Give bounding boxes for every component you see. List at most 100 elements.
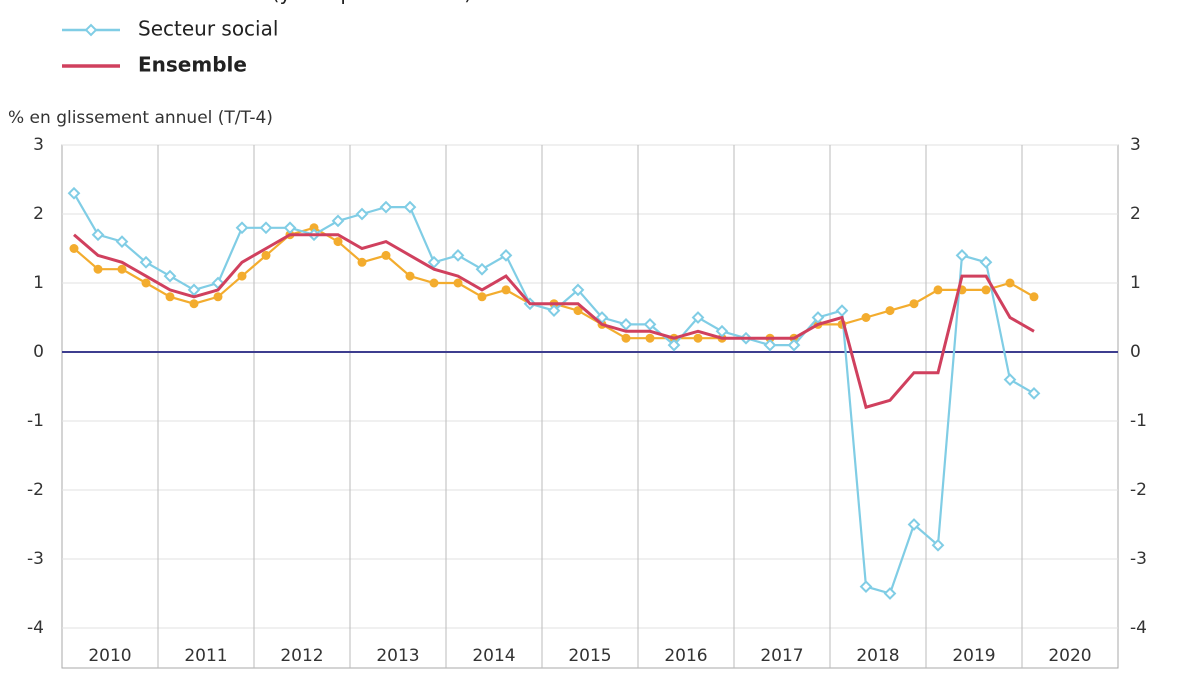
point — [981, 285, 991, 295]
x-tick-label: 2012 — [280, 646, 323, 666]
point — [955, 249, 969, 262]
point — [907, 518, 921, 531]
point — [859, 580, 873, 593]
x-tick-label: 2020 — [1048, 646, 1091, 666]
y-tick-label: -4 — [27, 618, 44, 638]
point — [499, 249, 513, 262]
point — [381, 250, 391, 260]
point — [333, 237, 343, 247]
point — [667, 338, 681, 352]
point — [883, 587, 897, 600]
point — [427, 255, 441, 269]
y-tick-label: -3 — [27, 549, 44, 569]
point — [595, 311, 609, 324]
point — [69, 244, 79, 253]
point — [979, 255, 993, 269]
x-tick-label: 2013 — [376, 646, 419, 666]
point — [621, 333, 631, 343]
y-tick-label-right: -3 — [1130, 549, 1147, 569]
point — [309, 223, 319, 233]
point — [1029, 292, 1039, 302]
y-tick-label-right: -4 — [1130, 618, 1147, 638]
y-tick-label: -2 — [27, 480, 44, 500]
x-tick-label: 2015 — [568, 646, 611, 666]
point — [787, 338, 801, 352]
point — [403, 200, 417, 214]
point — [1027, 387, 1041, 400]
legend-label: Secteur social — [138, 17, 278, 41]
y-tick-label-right: 1 — [1130, 273, 1141, 293]
point — [67, 186, 81, 200]
y-tick-label-right: 3 — [1130, 135, 1141, 155]
series-line — [73, 192, 1035, 595]
point — [475, 262, 489, 276]
x-tick-label: 2016 — [664, 646, 707, 666]
point — [909, 299, 919, 309]
x-tick-label: 2017 — [760, 646, 803, 666]
point — [763, 338, 777, 352]
point — [283, 221, 297, 235]
point — [357, 257, 367, 267]
y-tick-label-right: -2 — [1130, 480, 1147, 500]
y-tick-label: 0 — [33, 342, 44, 362]
point — [237, 271, 247, 281]
point — [429, 278, 439, 288]
point — [379, 200, 393, 214]
point — [163, 269, 177, 283]
point — [259, 221, 273, 235]
point — [355, 207, 369, 221]
point — [931, 538, 945, 552]
point — [141, 278, 151, 288]
point — [213, 292, 223, 302]
point — [835, 304, 849, 317]
y-tick-label: 3 — [33, 135, 44, 155]
legend-label: Secteur libre (y compris loi 1948) — [138, 0, 472, 5]
point — [715, 324, 729, 338]
y-tick-label-right: 2 — [1130, 204, 1141, 224]
point — [691, 311, 705, 324]
legend-marker — [84, 23, 98, 37]
point — [453, 278, 463, 288]
point — [235, 221, 249, 235]
x-tick-label: 2010 — [88, 646, 131, 666]
point — [1003, 373, 1017, 386]
point — [405, 271, 415, 281]
y-tick-label: -1 — [27, 411, 44, 431]
point — [885, 306, 895, 316]
y-tick-label: 1 — [33, 273, 44, 293]
series-line — [73, 233, 1035, 410]
plot-frame — [61, 144, 1119, 669]
point — [1005, 278, 1015, 288]
point — [93, 264, 103, 274]
point — [573, 306, 583, 316]
point — [811, 311, 825, 324]
x-tick-label: 2019 — [952, 646, 995, 666]
point — [571, 283, 585, 297]
legend-label: Ensemble — [138, 53, 247, 77]
point — [451, 249, 465, 262]
point — [91, 228, 105, 242]
x-tick-label: 2011 — [184, 646, 227, 666]
point — [619, 318, 633, 331]
y-axis-label: % en glissement annuel (T/T-4) — [8, 108, 273, 128]
y-tick-label-right: -1 — [1130, 411, 1147, 431]
point — [645, 333, 655, 343]
point — [501, 285, 511, 295]
point — [115, 235, 129, 248]
point — [165, 292, 175, 302]
point — [861, 313, 871, 322]
point — [261, 250, 271, 260]
point — [117, 264, 127, 274]
point — [331, 214, 345, 228]
y-tick-label: 2 — [33, 204, 44, 224]
point — [189, 299, 199, 309]
point — [187, 283, 201, 297]
x-tick-label: 2014 — [472, 646, 515, 666]
point — [933, 285, 943, 295]
point — [477, 292, 487, 302]
x-tick-label: 2018 — [856, 646, 899, 666]
point — [643, 318, 657, 331]
y-tick-label-right: 0 — [1130, 342, 1141, 362]
point — [547, 304, 561, 317]
